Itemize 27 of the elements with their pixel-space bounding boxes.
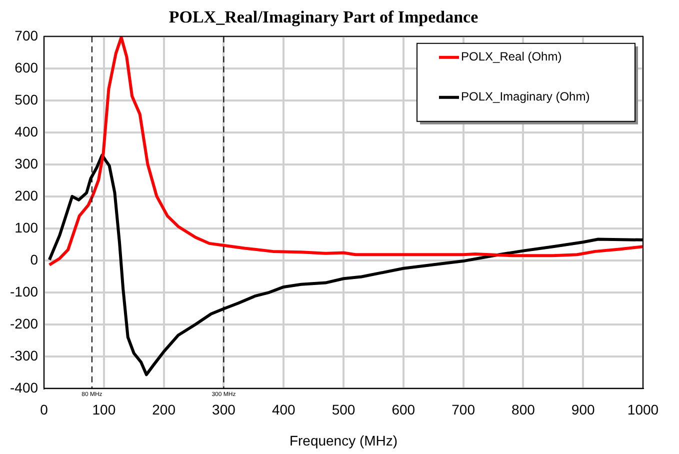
x-tick-label: 300 xyxy=(212,402,236,418)
y-tick-label: 300 xyxy=(14,155,38,172)
x-tick-label: 200 xyxy=(152,402,176,418)
y-tick-label: 400 xyxy=(14,123,38,140)
x-axis-title: Frequency (MHz) xyxy=(289,432,398,448)
x-tick-label: 400 xyxy=(272,402,296,418)
x-tick-label: 600 xyxy=(392,402,416,418)
legend-label: POLX_Imaginary (Ohm) xyxy=(461,90,590,104)
x-tick-label: 500 xyxy=(332,402,356,418)
y-tick-label: 0 xyxy=(30,251,38,268)
y-tick-label: 700 xyxy=(14,27,38,44)
y-tick-label: -100 xyxy=(10,283,38,300)
x-tick-label: 800 xyxy=(512,402,536,418)
x-tick-label: 900 xyxy=(571,402,595,418)
x-tick-label: 0 xyxy=(40,402,48,418)
y-tick-label: 100 xyxy=(14,219,38,236)
chart-title: POLX_Real/Imaginary Part of Impedance xyxy=(168,8,479,27)
y-tick-label: 500 xyxy=(14,91,38,108)
y-tick-label: -200 xyxy=(10,315,38,332)
legend-label: POLX_Real (Ohm) xyxy=(461,50,562,64)
x-tick-label: 1000 xyxy=(627,402,659,418)
x-tick-label: 100 xyxy=(92,402,116,418)
y-tick-label: -400 xyxy=(10,379,38,396)
y-tick-label: 200 xyxy=(14,187,38,204)
y-tick-label: -300 xyxy=(10,347,38,364)
y-tick-label: 600 xyxy=(14,59,38,76)
x-tick-label: 700 xyxy=(452,402,476,418)
